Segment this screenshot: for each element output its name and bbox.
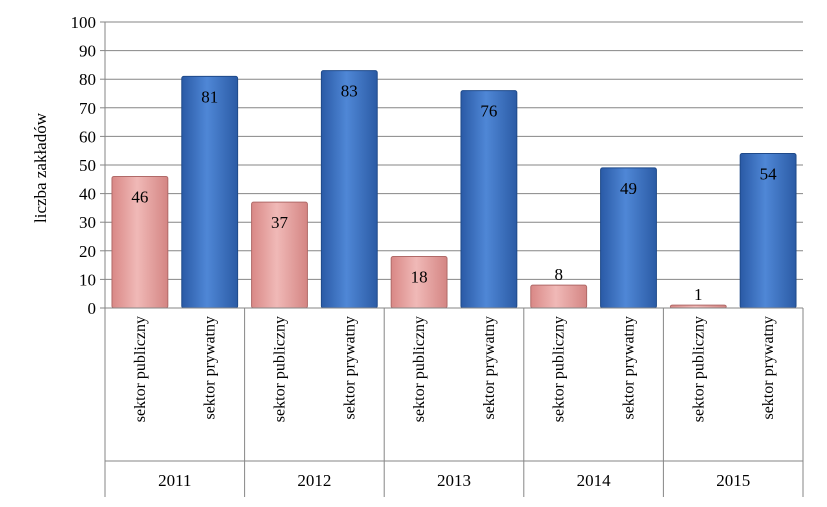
y-tick-label: 70 (79, 99, 96, 118)
bar-2012-sektor-prywatny (320, 70, 378, 309)
data-label-2011-sektor-prywatny: 81 (201, 87, 218, 106)
y-axis-ticks: 0 10 20 30 40 50 60 70 80 90 100 (71, 13, 106, 318)
category-label-2012-sektor-prywatny: sektor prywatny (341, 316, 358, 420)
y-tick-label: 60 (79, 127, 96, 146)
y-tick-label: 100 (71, 13, 97, 32)
category-label-2012-sektor-publiczny: sektor publiczny (272, 316, 289, 422)
group-label-2011: 2011 (158, 471, 191, 490)
bars (111, 70, 797, 309)
group-label-2015: 2015 (716, 471, 750, 490)
category-label-2011-sektor-prywatny: sektor prywatny (202, 316, 219, 420)
bar-2013-sektor-prywatny (460, 90, 518, 309)
y-tick-label: 40 (79, 185, 96, 204)
category-label-2014-sektor-publiczny: sektor publiczny (551, 316, 568, 422)
data-label-2014-sektor-prywatny: 49 (620, 179, 637, 198)
category-label-2011-sektor-publiczny: sektor publiczny (132, 316, 149, 422)
category-label-2014-sektor-prywatny: sektor prywatny (621, 316, 638, 420)
data-label-2015-sektor-prywatny: 54 (760, 165, 778, 184)
group-label-2012: 2012 (297, 471, 331, 490)
y-tick-label: 50 (79, 156, 96, 175)
x-axis: sektor publiczny sektor prywatny 2011 sekto… (104, 307, 804, 497)
data-label-2012-sektor-publiczny: 37 (271, 213, 289, 232)
bar-2014-sektor-publiczny (530, 284, 588, 309)
category-label-2015-sektor-publiczny: sektor publiczny (690, 316, 707, 422)
y-tick-label: 90 (79, 42, 96, 61)
y-axis-title: liczba zakładów (31, 112, 50, 223)
y-tick-label: 10 (79, 270, 96, 289)
data-label-2013-sektor-prywatny: 76 (480, 102, 497, 121)
group-label-2013: 2013 (437, 471, 471, 490)
data-label-2015-sektor-publiczny: 1 (694, 285, 703, 304)
data-labels: 46 81 37 83 18 76 8 49 1 54 (131, 82, 777, 305)
y-tick-label: 20 (79, 242, 96, 261)
data-label-2013-sektor-publiczny: 18 (411, 268, 428, 287)
data-label-2011-sektor-publiczny: 46 (131, 187, 148, 206)
bar-2011-sektor-prywatny (181, 75, 239, 309)
category-label-2015-sektor-prywatny: sektor prywatny (760, 316, 777, 420)
y-tick-label: 0 (88, 299, 97, 318)
category-label-2013-sektor-publiczny: sektor publiczny (411, 316, 428, 422)
group-label-2014: 2014 (577, 471, 612, 490)
y-tick-label: 80 (79, 70, 96, 89)
data-label-2012-sektor-prywatny: 83 (341, 82, 358, 101)
y-tick-label: 30 (79, 213, 96, 232)
category-label-2013-sektor-prywatny: sektor prywatny (481, 316, 498, 420)
data-label-2014-sektor-publiczny: 8 (554, 265, 563, 284)
